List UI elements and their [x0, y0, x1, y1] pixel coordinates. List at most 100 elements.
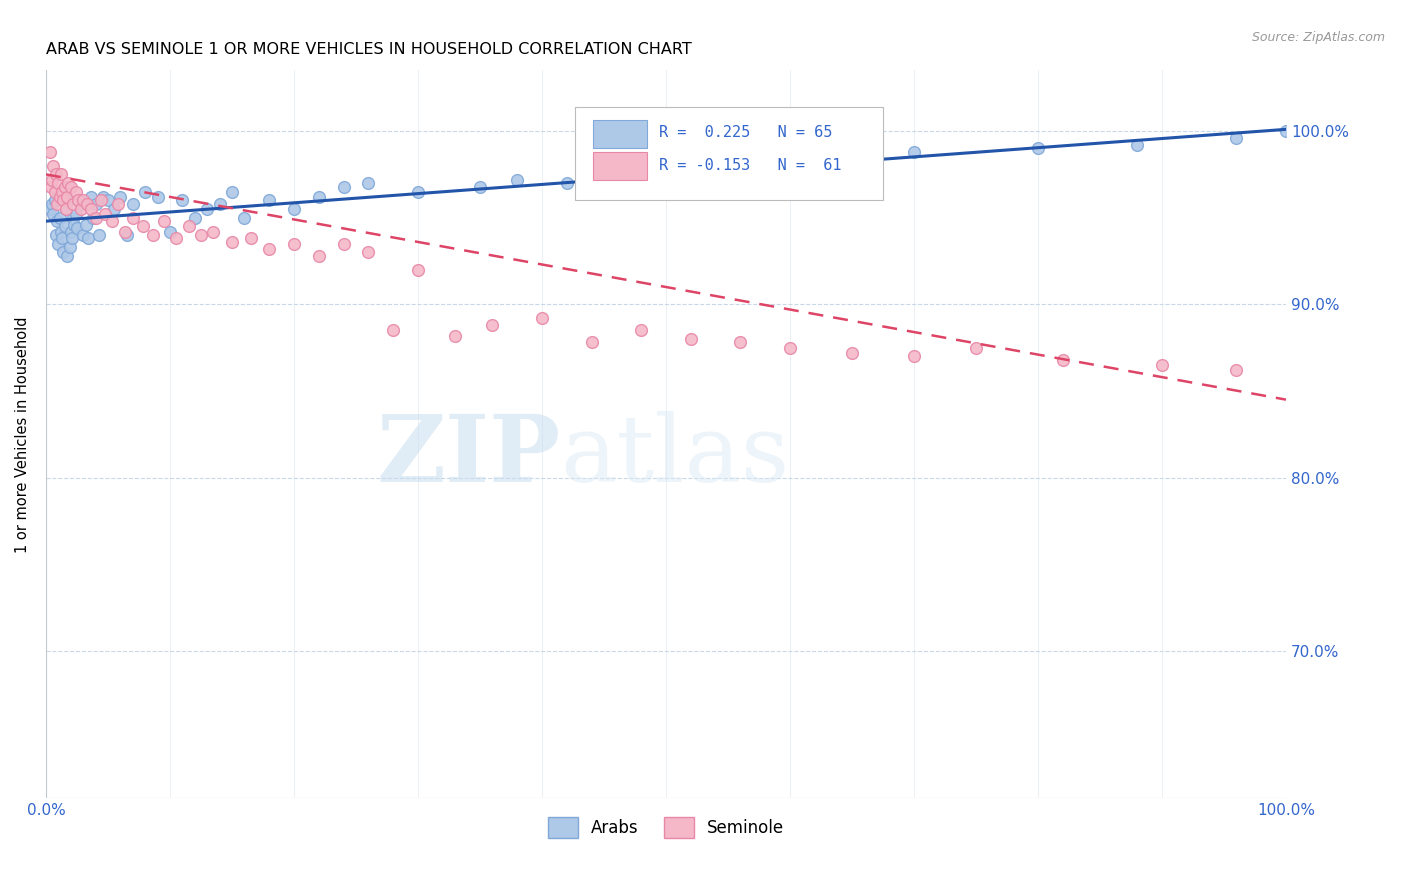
Point: [84, 197, 107, 211]
Point: [46, 214, 69, 228]
Legend: Arabs, Seminole: Arabs, Seminole: [541, 811, 790, 845]
Point: [841, 150, 863, 164]
Point: [56, 190, 79, 204]
Text: ZIP: ZIP: [377, 411, 561, 501]
Point: [779, 341, 801, 355]
Point: [69, 194, 91, 208]
Point: [69, 202, 91, 216]
Point: [82, 211, 104, 225]
Point: [655, 162, 678, 177]
Point: [730, 335, 752, 350]
Point: [56, 249, 79, 263]
Point: [44, 185, 66, 199]
Point: [46, 197, 69, 211]
Point: [283, 202, 305, 216]
Point: [41, 197, 63, 211]
Point: [121, 211, 143, 225]
Point: [555, 176, 578, 190]
Point: [165, 231, 187, 245]
Point: [581, 335, 603, 350]
Point: [48, 236, 70, 251]
Point: [97, 194, 120, 208]
Point: [110, 190, 132, 204]
Point: [1225, 363, 1247, 377]
Point: [903, 145, 925, 159]
Point: [62, 197, 84, 211]
Point: [239, 231, 262, 245]
Point: [1126, 137, 1149, 152]
Point: [308, 190, 330, 204]
Point: [48, 190, 70, 204]
Point: [75, 218, 97, 232]
Point: [42, 207, 65, 221]
Text: R =  0.225   N = 65: R = 0.225 N = 65: [658, 125, 832, 140]
Point: [195, 202, 218, 216]
Point: [58, 194, 80, 208]
Point: [79, 202, 101, 216]
FancyBboxPatch shape: [575, 107, 883, 200]
Point: [76, 197, 98, 211]
Point: [530, 311, 553, 326]
Point: [152, 214, 174, 228]
Point: [91, 190, 114, 204]
Point: [38, 145, 60, 159]
Point: [59, 225, 82, 239]
Point: [172, 194, 194, 208]
Point: [45, 167, 67, 181]
Point: [59, 179, 82, 194]
Point: [38, 202, 60, 216]
Point: [481, 318, 503, 332]
Point: [41, 172, 63, 186]
Point: [177, 219, 200, 234]
Text: R = -0.153   N =  61: R = -0.153 N = 61: [658, 158, 841, 172]
Point: [357, 245, 380, 260]
Point: [257, 242, 280, 256]
Point: [52, 194, 75, 208]
Text: Source: ZipAtlas.com: Source: ZipAtlas.com: [1251, 31, 1385, 45]
Point: [233, 211, 256, 225]
Point: [90, 194, 112, 208]
Point: [146, 190, 169, 204]
Point: [65, 207, 87, 221]
Point: [965, 341, 987, 355]
Point: [51, 231, 73, 245]
Point: [208, 197, 231, 211]
Point: [308, 249, 330, 263]
Point: [53, 179, 76, 194]
Point: [72, 227, 94, 242]
Point: [84, 211, 107, 225]
Point: [1275, 124, 1298, 138]
Point: [49, 225, 72, 239]
FancyBboxPatch shape: [593, 120, 647, 147]
Point: [382, 323, 405, 337]
Point: [48, 176, 70, 190]
Point: [60, 231, 83, 245]
Point: [115, 227, 138, 242]
Point: [89, 227, 111, 242]
Point: [1026, 141, 1049, 155]
Point: [72, 194, 94, 208]
Point: [221, 185, 243, 199]
Point: [121, 197, 143, 211]
Point: [406, 185, 429, 199]
Point: [62, 211, 84, 225]
Point: [679, 332, 702, 346]
Point: [134, 185, 156, 199]
Point: [103, 202, 125, 216]
Point: [257, 194, 280, 208]
Point: [841, 346, 863, 360]
Point: [184, 211, 207, 225]
Point: [444, 328, 467, 343]
Point: [67, 194, 90, 208]
Point: [332, 179, 354, 194]
Y-axis label: 1 or more Vehicles in Household: 1 or more Vehicles in Household: [15, 316, 30, 552]
Point: [100, 214, 122, 228]
Point: [48, 185, 70, 199]
Point: [190, 227, 212, 242]
Point: [142, 227, 165, 242]
Point: [39, 179, 62, 194]
Point: [605, 167, 627, 181]
Point: [1225, 131, 1247, 145]
Point: [69, 197, 91, 211]
Point: [114, 225, 136, 239]
